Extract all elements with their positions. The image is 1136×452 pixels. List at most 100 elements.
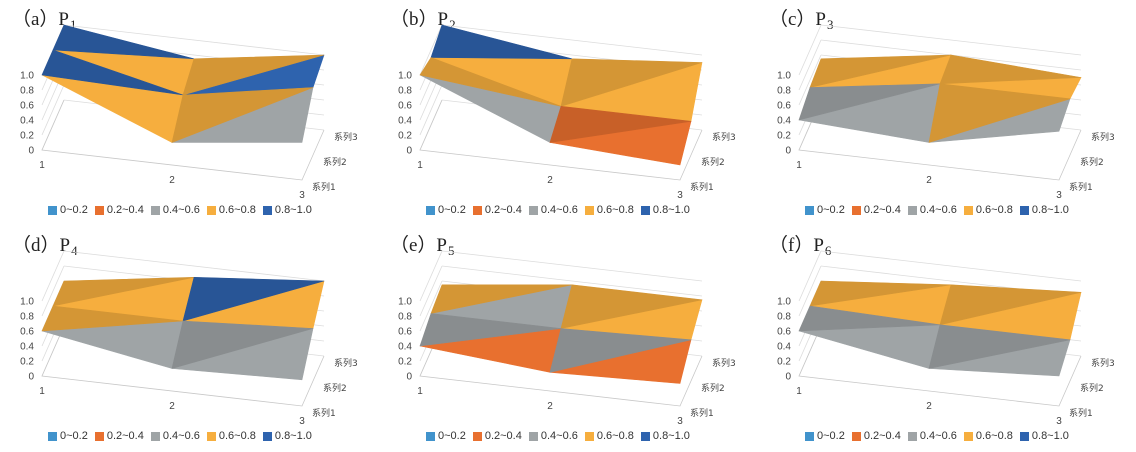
legend-item: 0.2~0.4 bbox=[94, 430, 144, 442]
gridline bbox=[798, 54, 822, 106]
surface-facet bbox=[939, 54, 1082, 85]
x-tick-label: 3 bbox=[1056, 416, 1062, 427]
series-tick-label: 系列2 bbox=[323, 156, 347, 168]
series-tick-label: 系列1 bbox=[690, 181, 714, 193]
x-tick-label: 2 bbox=[926, 175, 932, 186]
series-tick-label: 系列1 bbox=[690, 407, 714, 419]
gridline bbox=[41, 265, 65, 317]
legend-swatch bbox=[150, 431, 160, 441]
series-tick-label: 系列3 bbox=[334, 357, 358, 369]
legend-label: 0.4~0.6 bbox=[919, 204, 957, 216]
legend-swatch bbox=[851, 205, 861, 215]
surface-chart-svg: 0 0.2 0.4 0.6 0.8 1.0 1 2 3 系列1 系列2 系列3 bbox=[20, 24, 358, 201]
legend-swatch bbox=[584, 205, 594, 215]
panel-title-text: （d）P bbox=[12, 235, 71, 256]
series-tick-label: 系列3 bbox=[334, 131, 358, 143]
x-tick-label: 3 bbox=[1056, 190, 1062, 201]
gridline bbox=[419, 24, 443, 76]
legend-item: 0~0.2 bbox=[48, 430, 88, 442]
legend-label: 0.2~0.4 bbox=[484, 204, 522, 216]
legend-swatch bbox=[94, 205, 104, 215]
legend-swatch bbox=[94, 431, 104, 441]
legend-swatch bbox=[584, 431, 594, 441]
x-tick-label: 1 bbox=[39, 386, 45, 397]
x-tick-label: 1 bbox=[417, 386, 423, 397]
legend-swatch bbox=[963, 431, 973, 441]
gridline bbox=[41, 84, 65, 136]
surface-facet bbox=[928, 83, 1071, 143]
legend-item: 0.8~1.0 bbox=[1019, 430, 1069, 442]
z-tick-label: 1.0 bbox=[777, 297, 791, 308]
surface-chart-panel: （f）P6 0 0.2 0.4 0.6 0.8 1.0 1 2 3 系列1 系列2 系列3 0~0.2 0.… bbox=[757, 226, 1135, 452]
series-tick-label: 系列2 bbox=[1080, 156, 1104, 168]
series-tick-label: 系列1 bbox=[312, 181, 336, 193]
legend-label: 0.6~0.8 bbox=[596, 430, 634, 442]
legend-label: 0~0.2 bbox=[817, 204, 845, 216]
surface-facet bbox=[809, 280, 952, 307]
z-tick-label: 0.8 bbox=[398, 312, 412, 323]
gridline bbox=[41, 250, 65, 302]
surface-facet bbox=[52, 276, 195, 307]
legend-swatch bbox=[48, 205, 57, 215]
legend-item: 0.8~1.0 bbox=[640, 204, 690, 216]
panel-title-text: （a）P bbox=[12, 9, 70, 30]
x-tick-label: 2 bbox=[169, 401, 175, 412]
panel-title: （c）P3 bbox=[769, 4, 834, 33]
panel-title-subscript: 3 bbox=[827, 17, 834, 32]
chart-legend: 0~0.2 0.2~0.4 0.4~0.6 0.6~0.8 0.8~1.0 bbox=[426, 430, 690, 442]
surface-facet bbox=[430, 24, 573, 60]
legend-item: 0.6~0.8 bbox=[206, 204, 256, 216]
z-tick-label: 1.0 bbox=[398, 71, 412, 82]
z-tick-label: 0.2 bbox=[20, 357, 34, 368]
legend-swatch bbox=[528, 205, 538, 215]
gridline bbox=[63, 24, 325, 56]
legend-swatch bbox=[472, 205, 482, 215]
panel-title-text: （f）P bbox=[769, 235, 824, 256]
floor-outline bbox=[41, 99, 325, 181]
legend-label: 0.4~0.6 bbox=[540, 204, 578, 216]
series-tick-label: 系列3 bbox=[712, 131, 736, 143]
surface-facet bbox=[41, 49, 184, 96]
legend-item: 0.4~0.6 bbox=[528, 430, 578, 442]
legend-item: 0.2~0.4 bbox=[851, 204, 901, 216]
surface-chart-panel: （b）P2 0 0.2 0.4 0.6 0.8 1.0 1 2 3 系列1 系列2 系列3 0~0.2 0.… bbox=[378, 0, 756, 226]
legend-label: 0.2~0.4 bbox=[106, 204, 144, 216]
surface-facet bbox=[182, 54, 325, 96]
chart-legend: 0~0.2 0.2~0.4 0.4~0.6 0.6~0.8 0.8~1.0 bbox=[805, 430, 1069, 442]
legend-label: 0.2~0.4 bbox=[863, 430, 901, 442]
gridline bbox=[798, 24, 822, 76]
gridline bbox=[441, 250, 703, 282]
surface-facet bbox=[939, 284, 1082, 326]
series-tick-label: 系列3 bbox=[1091, 357, 1115, 369]
z-tick-label: 0.6 bbox=[398, 327, 412, 338]
surface-facet bbox=[560, 284, 703, 329]
z-tick-label: 0.4 bbox=[777, 116, 791, 127]
legend-item: 0~0.2 bbox=[48, 204, 88, 216]
legend-swatch bbox=[1019, 431, 1029, 441]
legend-label: 0.6~0.8 bbox=[596, 204, 634, 216]
x-tick-label: 1 bbox=[796, 160, 802, 171]
z-tick-label: 0.6 bbox=[777, 101, 791, 112]
legend-item: 0.8~1.0 bbox=[640, 430, 690, 442]
z-tick-label: 0.4 bbox=[20, 116, 34, 127]
legend-label: 0.2~0.4 bbox=[863, 204, 901, 216]
z-tick-label: 0.2 bbox=[398, 357, 412, 368]
chart-legend: 0~0.2 0.2~0.4 0.4~0.6 0.6~0.8 0.8~1.0 bbox=[48, 430, 312, 442]
legend-item: 0.8~1.0 bbox=[262, 430, 312, 442]
series-tick-label: 系列2 bbox=[1080, 382, 1104, 394]
gridline bbox=[820, 24, 1082, 56]
surface-facet bbox=[41, 305, 184, 332]
panel-title-subscript: 1 bbox=[70, 17, 77, 32]
legend-label: 0.8~1.0 bbox=[652, 204, 690, 216]
gridline bbox=[441, 265, 703, 297]
surface-facet bbox=[430, 284, 573, 314]
panel-title-subscript: 6 bbox=[824, 243, 832, 258]
floor-outline bbox=[798, 325, 1082, 407]
z-tick-label: 0.6 bbox=[20, 327, 34, 338]
z-tick-label: 0.8 bbox=[398, 86, 412, 97]
z-tick-label: 1.0 bbox=[20, 71, 34, 82]
surface-facet bbox=[809, 54, 952, 88]
surface-facet bbox=[182, 276, 325, 322]
legend-swatch bbox=[851, 431, 861, 441]
surface-facet bbox=[560, 58, 703, 107]
